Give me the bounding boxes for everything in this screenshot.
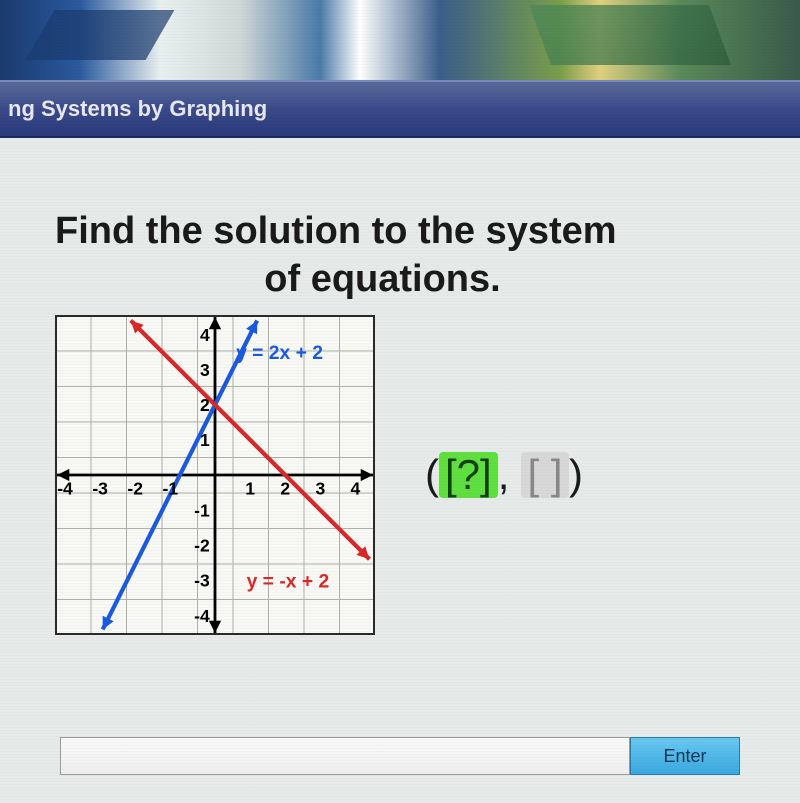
svg-text:y = 2x + 2: y = 2x + 2 — [236, 343, 323, 364]
enter-button[interactable]: Enter — [630, 737, 740, 775]
svg-text:2: 2 — [200, 395, 210, 415]
svg-text:3: 3 — [315, 478, 325, 498]
svg-text:1: 1 — [200, 430, 210, 450]
svg-text:-4: -4 — [57, 478, 73, 498]
svg-text:2: 2 — [280, 478, 290, 498]
coordinate-graph: y = 2x + 2y = -x + 2 -4-3-2-11234-4-3-2-… — [55, 315, 375, 635]
question-line-1: Find the solution to the system — [55, 208, 770, 256]
svg-text:-1: -1 — [194, 500, 210, 520]
content-area: Find the solution to the system of equat… — [0, 138, 800, 803]
svg-text:4: 4 — [351, 478, 361, 498]
answer-box-x[interactable]: [?] — [439, 452, 498, 498]
svg-text:3: 3 — [200, 360, 210, 380]
svg-text:-3: -3 — [92, 478, 108, 498]
work-row: y = 2x + 2y = -x + 2 -4-3-2-11234-4-3-2-… — [55, 315, 770, 635]
svg-text:-4: -4 — [194, 606, 210, 626]
plot-labels: y = 2x + 2 y = -x + 2 — [236, 343, 329, 592]
svg-text:y = -x + 2: y = -x + 2 — [247, 571, 330, 592]
background-game-strip — [0, 0, 800, 80]
answer-suffix: ) — [569, 451, 583, 498]
question-line-2: of equations. — [55, 256, 770, 304]
answer-prefix: ( — [425, 451, 439, 498]
lesson-title-bar: ng Systems by Graphing — [0, 80, 800, 138]
graph-svg: y = 2x + 2y = -x + 2 -4-3-2-11234-4-3-2-… — [57, 317, 373, 633]
question-text: Find the solution to the system of equat… — [55, 208, 770, 303]
answer-sep: , — [498, 451, 521, 498]
lesson-title-text: ng Systems by Graphing — [8, 96, 267, 121]
svg-text:-2: -2 — [127, 478, 143, 498]
answer-input[interactable] — [60, 737, 630, 775]
svg-text:-3: -3 — [194, 571, 210, 591]
answer-template: ([?], [ ]) — [425, 451, 583, 499]
input-row: Enter — [60, 737, 740, 775]
svg-text:4: 4 — [200, 325, 210, 345]
answer-box-y[interactable]: [ ] — [521, 452, 569, 498]
svg-text:1: 1 — [245, 478, 255, 498]
svg-text:-1: -1 — [163, 478, 179, 498]
svg-text:-2: -2 — [194, 536, 210, 556]
